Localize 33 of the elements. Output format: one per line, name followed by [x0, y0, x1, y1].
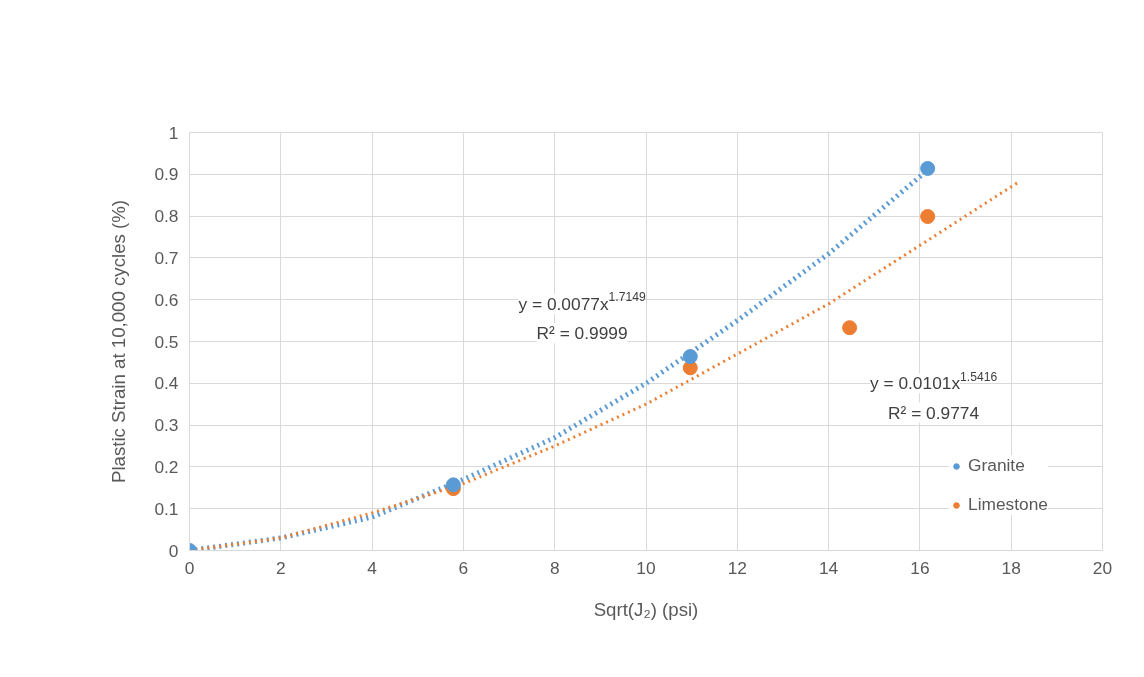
point	[445, 477, 461, 493]
legend-label: Limestone	[968, 494, 1048, 515]
point	[920, 160, 936, 176]
annotation: R² = 0.9774	[888, 402, 980, 423]
x-tick-label: 10	[636, 557, 656, 578]
y-tick-label: 0.8	[154, 206, 179, 227]
y-tick-label: 0.1	[154, 498, 179, 519]
y-tick-label: 0.2	[154, 456, 179, 477]
x-tick-label: 12	[727, 557, 747, 578]
y-tick-label: 0.3	[154, 415, 179, 436]
y-tick-label: 0.4	[154, 373, 179, 394]
x-tick-label: 6	[458, 557, 469, 578]
x-tick-label: 0	[184, 557, 195, 578]
point	[842, 320, 858, 336]
y-tick-label: 0.7	[154, 247, 179, 268]
y-tick-label: 1	[168, 122, 179, 143]
x-tick-label: 4	[367, 557, 378, 578]
x-tick-label: 2	[275, 557, 286, 578]
x-tick-label: 20	[1092, 557, 1113, 578]
x-tick-label: 16	[910, 557, 930, 578]
annotation: R² = 0.9999	[536, 323, 628, 344]
x-tick-label: 14	[818, 557, 839, 578]
point	[920, 209, 936, 224]
x-axis-title: Sqrt(J₂) (psi)	[593, 598, 699, 620]
x-tick-label: 18	[1001, 557, 1021, 578]
x-tick-label: 8	[549, 557, 560, 578]
y-tick-label: 0.5	[154, 331, 179, 352]
y-tick-label: 0	[168, 540, 179, 561]
point	[682, 349, 698, 365]
y-tick-label: 0.9	[154, 164, 179, 185]
legend-label: Granite	[968, 455, 1025, 476]
y-tick-label: 0.6	[154, 289, 179, 310]
y-axis-title: Plastic Strain at 10,000 cycles (%)	[108, 199, 130, 484]
